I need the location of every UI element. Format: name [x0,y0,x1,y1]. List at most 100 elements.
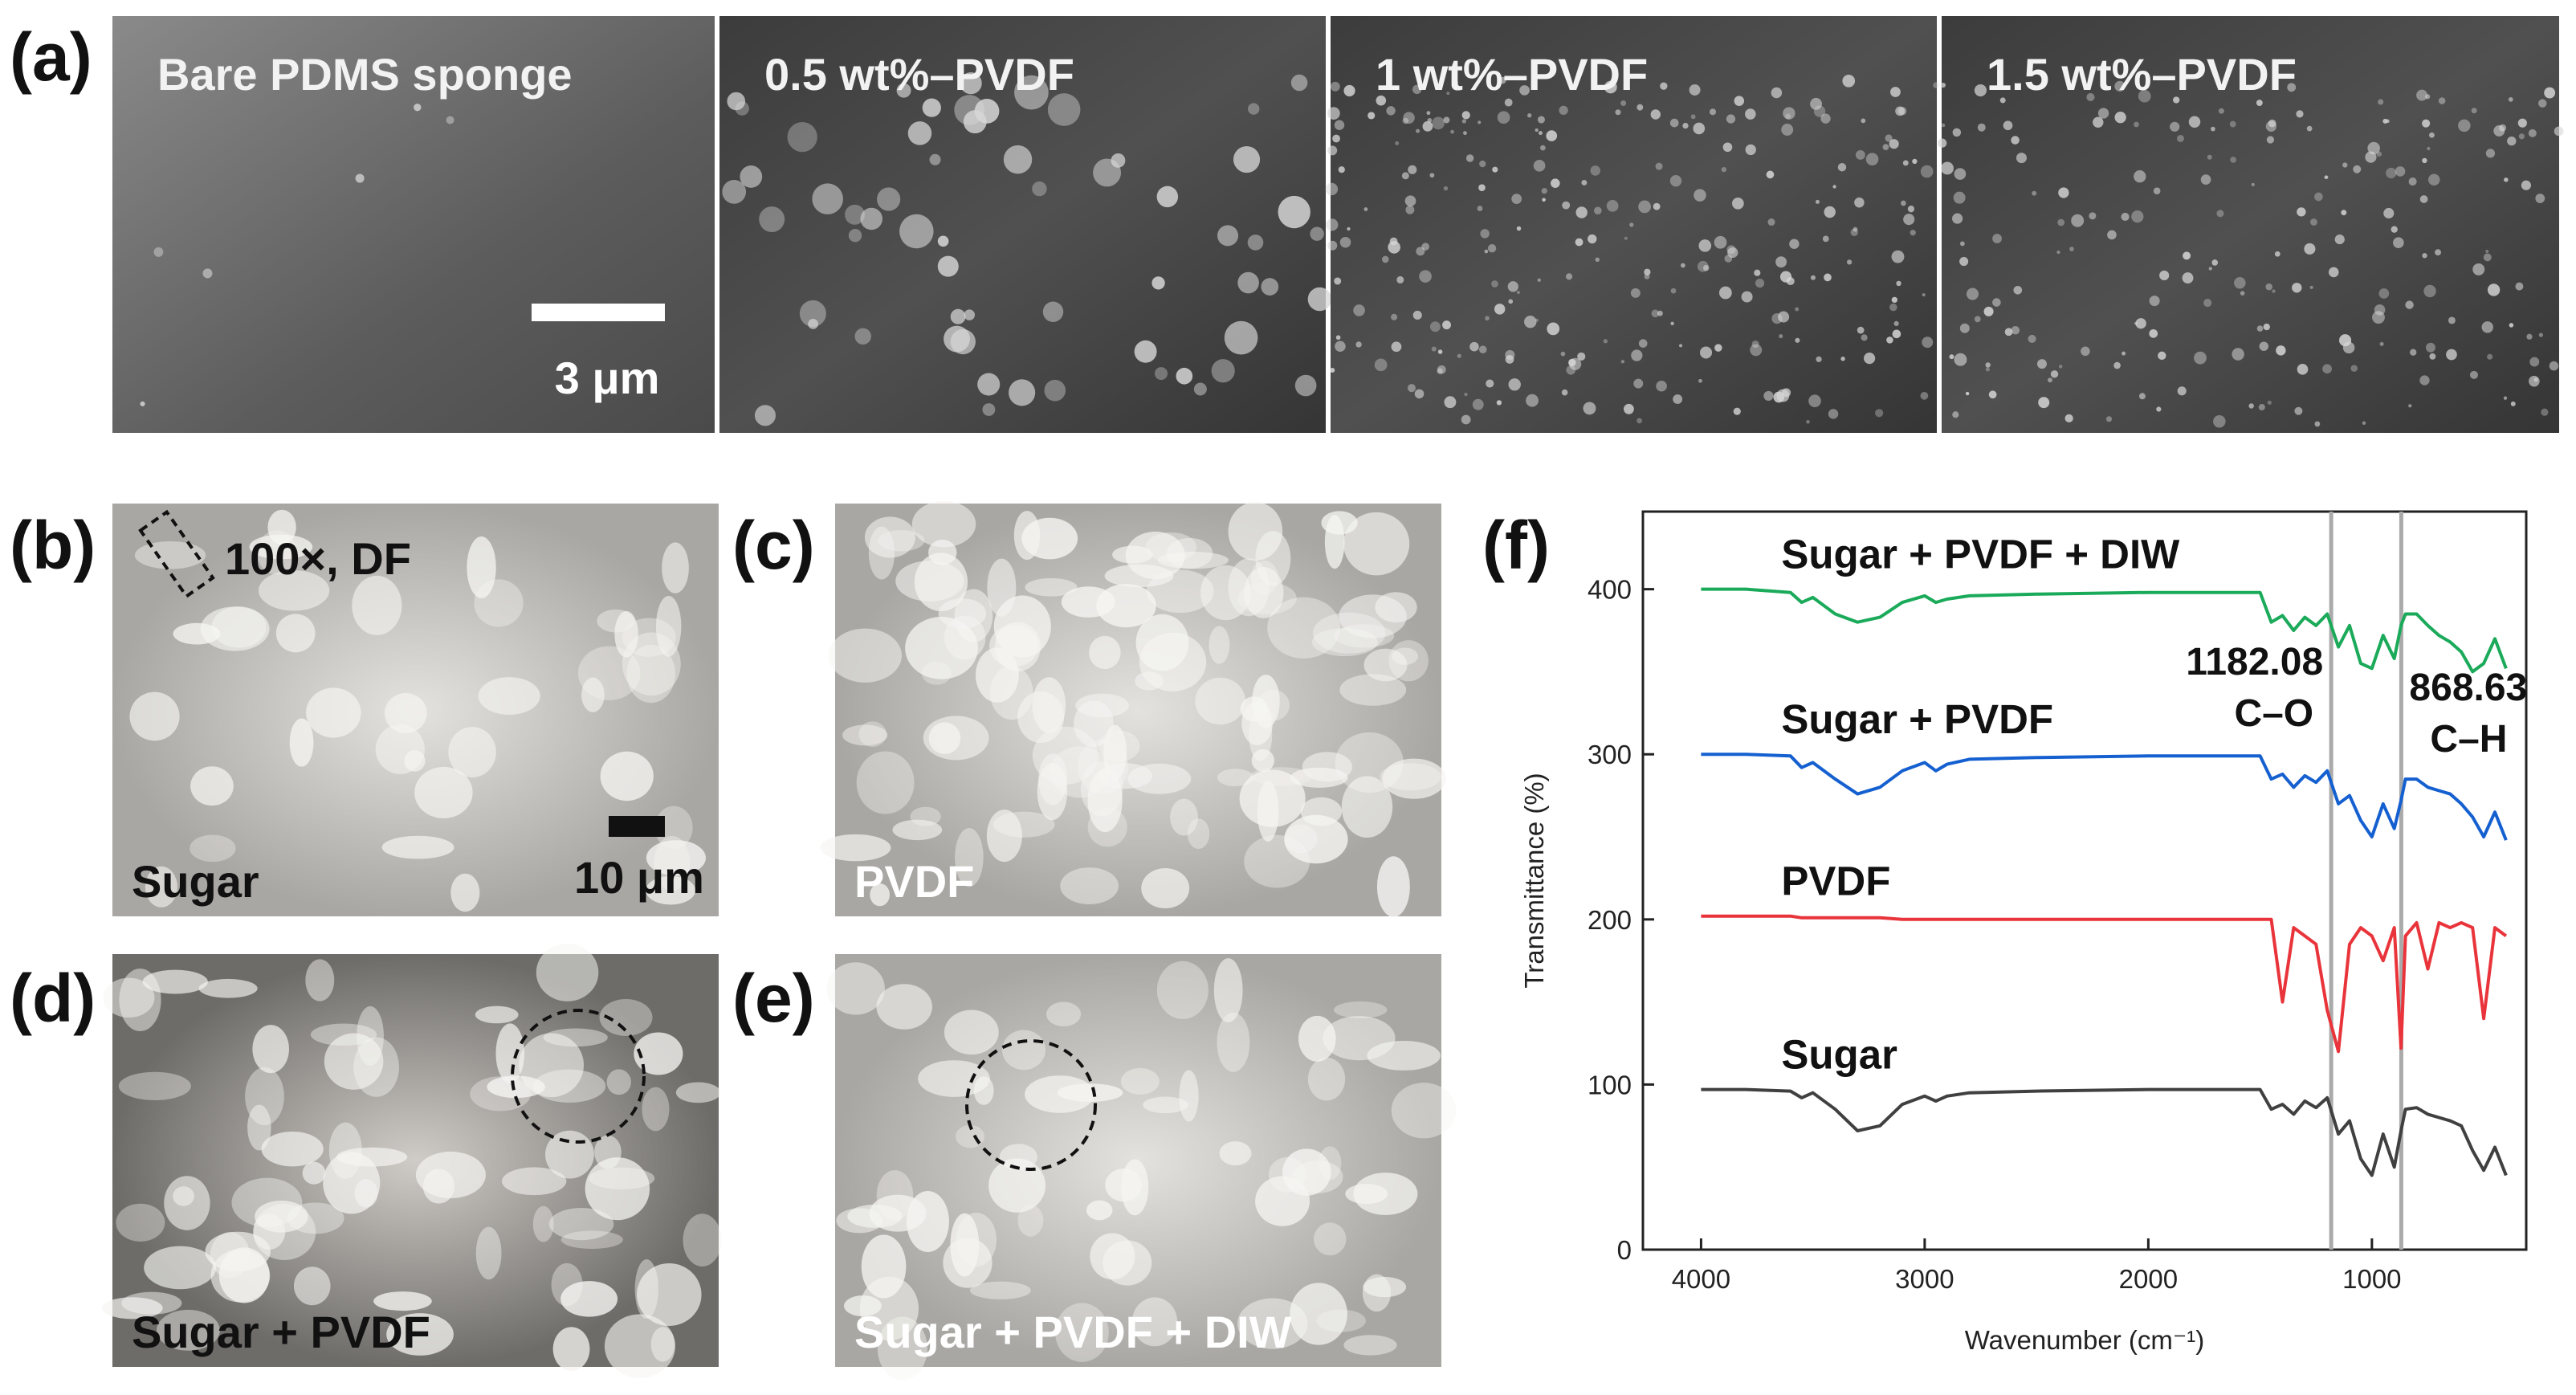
particle [1112,545,1153,564]
particle [2472,263,2485,275]
particle [1089,635,1121,670]
particle [1452,80,1458,86]
annotation-value: 868.63 [2409,667,2527,709]
particle [1952,128,1962,137]
particle [1636,418,1642,424]
particle [1326,218,1339,231]
particle [2427,173,2440,186]
particle [1334,120,1345,130]
particle [1278,195,1310,229]
particle [1527,113,1532,118]
particle [287,1202,344,1234]
particle [118,1071,191,1100]
particle [1816,356,1822,362]
particle [1333,1001,1388,1018]
particle [1380,763,1441,791]
particle [2304,243,2316,255]
particle [1624,236,1628,240]
particle [2314,192,2323,202]
particle [2211,259,2219,266]
particle [604,1314,675,1378]
particle [2016,153,2027,164]
particle [2259,341,2269,351]
particle [1457,353,1461,358]
particle [820,834,891,862]
particle [2194,351,2207,365]
particle [1727,247,1738,259]
annotation-text: C–H [2430,718,2507,761]
particle [2036,359,2047,369]
particle [1249,767,1313,786]
particle [2229,120,2236,128]
x-tick-label: 2000 [2119,1264,2178,1294]
panel-label: (e) [732,961,815,1036]
particle [1954,168,1967,180]
particle [1001,1030,1046,1071]
particle [302,1161,326,1185]
particle [2510,401,2516,406]
particle [2234,277,2246,289]
particle [1327,240,1338,251]
particle [975,647,1019,703]
particle [1673,394,1683,404]
particle [1861,118,1866,124]
x-axis-label: Wavenumber (cm⁻¹) [1965,1325,2205,1355]
particle [1954,353,1967,366]
particle [1886,337,1893,344]
particle [2256,100,2263,106]
particle [384,692,427,733]
particle [1889,139,1899,149]
particle [142,969,208,994]
x-tick-label: 3000 [1895,1264,1954,1294]
particle [860,207,882,230]
particle [202,268,213,279]
particle [258,570,330,611]
particle [622,618,676,657]
particle [2292,283,2302,293]
particle [1861,334,1868,341]
particle [1025,1075,1095,1113]
particle [955,828,984,887]
particle [1670,321,1674,326]
particle [1511,194,1522,204]
particle [1524,316,1537,328]
particle [740,165,763,188]
particle [1631,349,1643,361]
particle [1382,758,1446,799]
particle [1217,225,1239,247]
particle [211,606,267,648]
particle [1469,341,1479,352]
particle [1429,321,1441,332]
series-label: Sugar [1781,1032,1897,1078]
particle [1763,390,1774,402]
particle [683,1213,722,1267]
particle [1767,218,1775,226]
particle [1382,255,1389,263]
particle [1953,191,1966,204]
particle [1689,84,1701,96]
particle [1568,358,1576,367]
particle [1682,122,1689,129]
particle [856,751,915,814]
particle [1698,239,1712,252]
particle [1714,235,1727,249]
particle [1267,597,1341,659]
particle [1478,184,1486,191]
particle [1732,197,1744,210]
particle [1146,569,1214,614]
particle [877,187,901,211]
scale-bar [609,816,665,837]
particle [1339,236,1351,248]
particle [1832,185,1836,189]
particle [2499,124,2507,132]
particle [1195,677,1246,725]
particle [973,1076,994,1105]
particle [1815,199,1820,204]
particle [992,811,1055,838]
particle [1644,268,1651,275]
particle [2114,80,2126,92]
particle [1974,316,1981,323]
particle [1846,259,1853,265]
particle [1857,326,1865,334]
particle [1941,123,1946,128]
